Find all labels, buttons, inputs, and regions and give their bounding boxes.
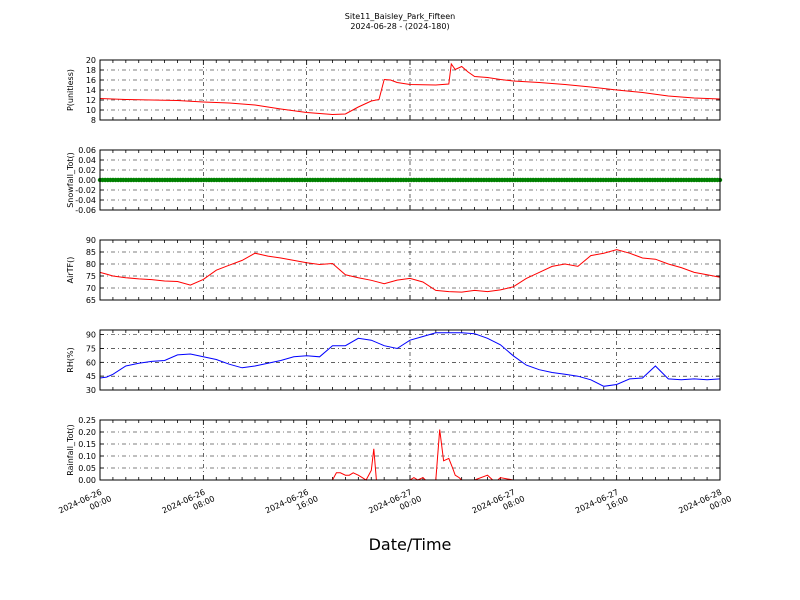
y-tick-label: 0.00 <box>78 176 96 185</box>
y-tick-label: 16 <box>86 76 96 85</box>
y-tick-label: 14 <box>86 86 96 95</box>
y-tick-label: 90 <box>86 236 96 245</box>
y-axis-label: Rainfall_Tot() <box>66 424 75 476</box>
y-tick-label: 30 <box>86 386 96 395</box>
y-tick-label: 45 <box>86 372 96 381</box>
y-tick-label: 0.05 <box>78 464 96 473</box>
series-line <box>99 332 721 387</box>
y-tick-label: -0.04 <box>75 196 96 205</box>
y-tick-label: 90 <box>86 331 96 340</box>
y-axis-label: P(unitless) <box>66 69 75 111</box>
y-tick-label: 18 <box>86 66 96 75</box>
panels: 8101214161820P(unitless)-0.06-0.04-0.020… <box>66 56 723 485</box>
x-axis-label: Date/Time <box>369 535 452 554</box>
panel-4: 30 45 60 75 90 RH(%) <box>66 329 721 395</box>
y-tick-label: 80 <box>86 260 96 269</box>
y-tick-label: 0.06 <box>78 146 96 155</box>
y-tick-label: 20 <box>86 56 96 65</box>
plot-frame <box>99 239 721 301</box>
y-tick-label: 70 <box>86 284 96 293</box>
y-tick-label: -0.06 <box>75 206 96 215</box>
panel-2: -0.06-0.04-0.020.000.020.040.06Snowfall_… <box>66 146 723 215</box>
y-tick-label: 60 <box>86 358 96 367</box>
y-tick-label: 0.15 <box>78 440 96 449</box>
y-tick-label: 0.04 <box>78 156 96 165</box>
y-tick-label: 8 <box>91 116 96 125</box>
chart-title: Site11_Baisley_Park_Fifteen <box>345 12 455 21</box>
plot-frame <box>99 329 721 391</box>
y-tick-label: 0.10 <box>78 452 96 461</box>
y-tick-label: 0.20 <box>78 428 96 437</box>
panel-3: 65 70 75 80 85 90 AirTF() <box>66 236 721 305</box>
y-axis-label: RH(%) <box>66 347 75 372</box>
y-tick-label: 0.25 <box>78 416 96 425</box>
chart-subtitle: 2024-06-28 - (2024-180) <box>350 22 449 31</box>
plot-frame <box>99 149 721 211</box>
series-line <box>100 429 720 481</box>
y-tick-label: 12 <box>86 96 96 105</box>
y-tick-label: 75 <box>86 272 96 281</box>
series-line <box>99 249 721 293</box>
plot-frame <box>99 419 721 481</box>
y-tick-label: 65 <box>86 296 96 305</box>
y-axis-label: Snowfall_Tot() <box>66 152 75 208</box>
y-tick-label: 85 <box>86 248 96 257</box>
y-tick-label: 75 <box>86 344 96 353</box>
plot-frame <box>99 59 721 121</box>
series-line <box>99 62 721 116</box>
y-tick-label: 10 <box>86 106 96 115</box>
y-axis-label: AirTF() <box>66 257 75 284</box>
y-tick-label: 0.00 <box>78 476 96 485</box>
y-tick-label: 0.02 <box>78 166 96 175</box>
y-tick-label: -0.02 <box>75 186 96 195</box>
